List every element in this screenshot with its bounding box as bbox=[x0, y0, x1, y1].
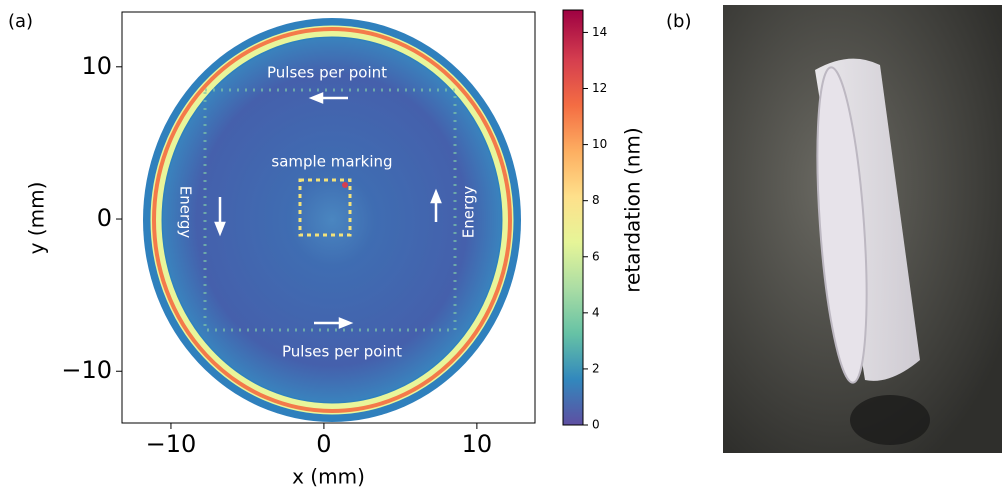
colorbar bbox=[563, 10, 583, 425]
panel-label: (a) bbox=[8, 11, 33, 32]
annotation: Energy bbox=[460, 186, 478, 239]
colorbar-label: retardation (nm) bbox=[621, 127, 645, 292]
colorbar-tick-label: 10 bbox=[592, 137, 607, 151]
colorbar-tick-label: 2 bbox=[592, 361, 600, 375]
x-tick-label: 0 bbox=[316, 430, 331, 458]
y-tick-label: 10 bbox=[81, 52, 112, 80]
annotation: Pulses per point bbox=[267, 64, 387, 82]
colorbar-tick-label: 0 bbox=[592, 418, 600, 432]
y-axis-label: y (mm) bbox=[25, 182, 49, 255]
annotation: Energy bbox=[177, 186, 195, 239]
y-tick-label: 0 bbox=[97, 204, 112, 232]
colorbar-tick-label: 6 bbox=[592, 249, 600, 263]
photo bbox=[723, 5, 1002, 453]
y-tick-label: −10 bbox=[61, 356, 112, 384]
colorbar-tick-label: 14 bbox=[592, 25, 607, 39]
annotation: sample marking bbox=[271, 153, 392, 171]
x-tick-label: 10 bbox=[462, 430, 493, 458]
panel-label: (b) bbox=[666, 11, 691, 32]
figure: (a) (b) −10 0 10 −10 0 10 x (mm) y (mm) 0 2 4 6 8 10 1… bbox=[0, 0, 1002, 493]
colorbar-tick-label: 12 bbox=[592, 81, 607, 95]
colorbar-tick-label: 4 bbox=[592, 305, 600, 319]
colorbar-tick-label: 8 bbox=[592, 193, 600, 207]
x-tick-label: −10 bbox=[146, 430, 197, 458]
annotation: Pulses per point bbox=[282, 343, 402, 361]
x-axis-label: x (mm) bbox=[292, 465, 365, 489]
